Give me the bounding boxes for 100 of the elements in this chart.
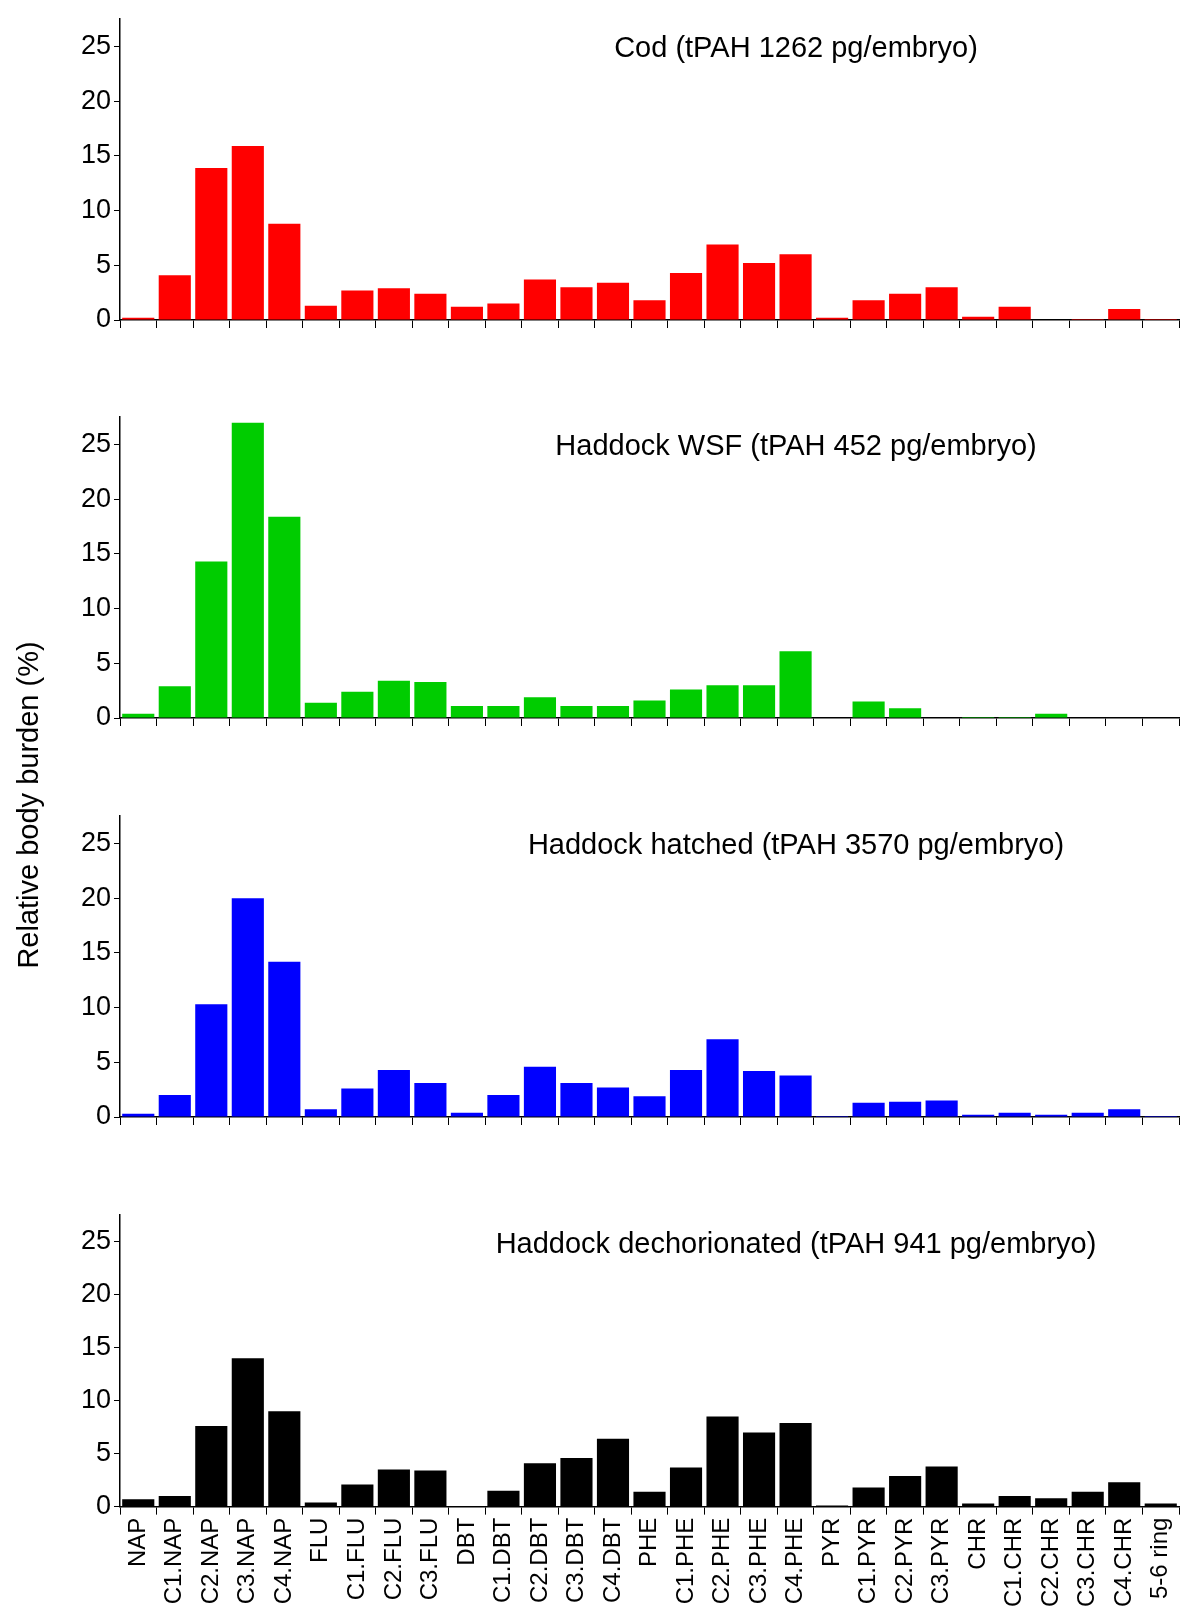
bar xyxy=(268,223,301,320)
x-tick-label: DBT xyxy=(451,1517,479,1566)
bar xyxy=(268,516,301,718)
x-tick-label: NAP xyxy=(122,1517,150,1568)
bar xyxy=(158,1095,191,1117)
bar xyxy=(450,1112,483,1117)
y-tick-label: 15 xyxy=(80,1331,111,1362)
y-tick-label: 20 xyxy=(80,84,111,115)
chart-title: Haddock hatched (tPAH 3570 pg/embryo) xyxy=(527,828,1065,861)
y-tick-label: 0 xyxy=(95,1100,111,1131)
bar xyxy=(889,293,922,320)
x-tick-label: C4.NAP xyxy=(268,1517,296,1605)
bar xyxy=(560,287,593,320)
y-tick-label: 20 xyxy=(80,881,111,912)
bar xyxy=(304,702,337,718)
y-tick-label: 25 xyxy=(80,1225,111,1256)
bar xyxy=(742,1071,776,1117)
bar xyxy=(596,1087,630,1117)
bar xyxy=(487,705,520,718)
y-axis-title: Relative body burden (%) xyxy=(11,641,45,969)
x-tick-label: C2.PYR xyxy=(889,1517,917,1605)
bar xyxy=(560,705,593,718)
bar xyxy=(122,713,155,718)
chart-title: Haddock WSF (tPAH 452 pg/embryo) xyxy=(555,429,1037,462)
bar xyxy=(925,1100,958,1117)
bar xyxy=(1035,713,1068,718)
x-tick-label: C1.CHR xyxy=(999,1517,1027,1607)
x-tick-label: C1.PYR xyxy=(853,1517,881,1605)
x-tick-label: C2.DBT xyxy=(524,1517,552,1604)
y-tick-label: 0 xyxy=(95,701,111,732)
y-tick-label: 0 xyxy=(95,303,111,334)
bar xyxy=(158,686,191,718)
y-tick-label: 5 xyxy=(95,1045,111,1076)
y-tick-label: 15 xyxy=(80,537,111,568)
chart-title: Cod (tPAH 1262 pg/embryo) xyxy=(614,31,978,64)
bar xyxy=(268,961,301,1117)
bar xyxy=(377,680,410,718)
bar xyxy=(1108,309,1141,320)
bar xyxy=(1108,1109,1141,1117)
bar xyxy=(377,1069,410,1117)
bar xyxy=(341,1088,374,1117)
y-tick-label: 15 xyxy=(80,139,111,170)
bar xyxy=(596,282,630,320)
bar xyxy=(341,290,374,320)
bar xyxy=(669,1069,703,1117)
bar xyxy=(414,1083,447,1117)
y-tick-label: 5 xyxy=(95,1437,111,1468)
y-tick-label: 20 xyxy=(80,1278,111,1309)
bar xyxy=(231,898,264,1117)
y-tick-label: 5 xyxy=(95,646,111,677)
x-tick-label: CHR xyxy=(962,1517,990,1570)
y-tick-label: 0 xyxy=(95,1490,111,1521)
y-tick-label: 10 xyxy=(80,592,111,623)
bar xyxy=(633,1096,666,1117)
x-tick-label: FLU xyxy=(305,1517,333,1563)
y-tick-label: 10 xyxy=(80,194,111,225)
y-tick-label: 25 xyxy=(80,30,111,60)
bar xyxy=(889,1101,922,1117)
bar xyxy=(122,1113,155,1117)
bar xyxy=(560,1083,593,1117)
x-tick-label: C3.FLU xyxy=(415,1517,443,1601)
bar xyxy=(377,288,410,320)
bar xyxy=(596,705,630,718)
x-tick-label: C3.CHR xyxy=(1072,1517,1100,1607)
bar xyxy=(304,305,337,320)
x-tick-label: C2.CHR xyxy=(1035,1517,1063,1607)
x-tick-label: C1.PHE xyxy=(670,1517,698,1605)
bar xyxy=(925,287,958,320)
bar xyxy=(742,263,776,320)
bar xyxy=(633,300,666,320)
bar xyxy=(998,1112,1031,1117)
bar xyxy=(487,1095,520,1117)
bar xyxy=(852,300,885,320)
bar xyxy=(450,306,483,320)
bar xyxy=(706,685,739,718)
x-tick-label: C2.NAP xyxy=(195,1517,223,1605)
bar xyxy=(414,681,447,718)
bar xyxy=(669,272,703,320)
x-tick-label: C4.DBT xyxy=(597,1517,625,1604)
x-tick-label: C1.DBT xyxy=(488,1517,516,1604)
x-tick-label: C3.PYR xyxy=(926,1517,954,1605)
bar xyxy=(195,167,228,320)
y-tick-label: 10 xyxy=(80,1384,111,1415)
x-tick-label: C2.FLU xyxy=(378,1517,406,1601)
bar xyxy=(998,306,1031,320)
x-tick-label: C1.FLU xyxy=(341,1517,369,1601)
bar xyxy=(487,303,520,320)
y-tick-label: 10 xyxy=(80,991,111,1022)
bar xyxy=(889,708,922,718)
bar xyxy=(523,697,557,718)
chart-title: Haddock dechorionated (tPAH 941 pg/embryo) xyxy=(495,1227,1097,1260)
bar xyxy=(195,1004,228,1117)
bar xyxy=(633,700,666,718)
bar xyxy=(414,293,447,320)
bar xyxy=(231,422,264,718)
bar xyxy=(706,244,739,320)
bar xyxy=(962,316,995,320)
x-tick-label: C4.CHR xyxy=(1108,1517,1136,1607)
y-tick-label: 25 xyxy=(80,428,111,458)
x-tick-label: C1.NAP xyxy=(159,1517,187,1605)
